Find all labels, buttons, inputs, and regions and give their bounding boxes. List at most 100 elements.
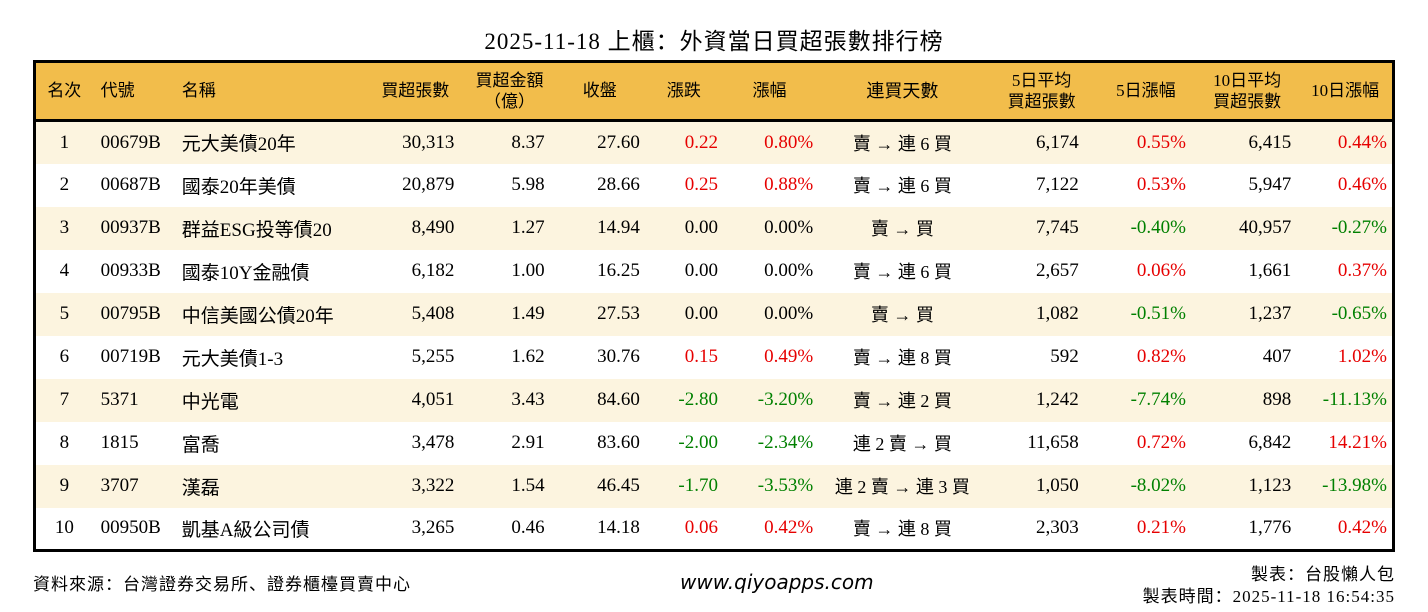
cell-rank: 9 [59,475,70,496]
cell-rank: 4 [59,260,70,281]
cell-streak: 連 2 賣 → 連 3 買 [834,477,970,497]
column-header-rank: 名次 [34,61,93,122]
column-header-label: 5日平均 [1011,70,1072,90]
cell-pct10: -13.98% [1322,475,1387,496]
table-row: 9 3707 漢磊 3,322 1.54 46.45 -1.70 -3.53% 連 2 賣 → … [34,464,1394,508]
cell-code: 5371 [100,389,139,410]
cell-amount: 1.49 [511,303,545,324]
cell-code: 00679B [100,131,161,153]
column-header-label: 買超張數 [381,81,450,101]
cell-amount: 1.27 [511,217,545,238]
cell-change_pct: 0.49% [764,346,814,367]
cell-avg10: 6,842 [1248,432,1292,453]
cell-amount: 0.46 [511,517,545,539]
cell-pct5: -8.02% [1130,475,1186,496]
cell-avg5: 1,082 [1036,303,1079,324]
column-header-label: （億） [484,92,536,111]
cell-pct10: -0.65% [1331,303,1387,324]
cell-avg5: 6,174 [1036,131,1079,153]
column-header-label: 名稱 [181,81,216,101]
page-title: 2025-11-18 上櫃：外資當日買超張數排行榜 [484,29,944,54]
cell-pct10: 0.46% [1337,174,1387,195]
column-header-label: 名次 [47,81,82,101]
cell-pct10: 0.37% [1337,260,1387,281]
cell-rank: 6 [59,346,70,367]
cell-amount: 1.54 [511,475,545,496]
cell-avg10: 6,415 [1248,131,1292,153]
credit-block: 製表：台股懶人包 製表時間：2025-11-18 16:54:35 [1143,564,1395,608]
column-header-label: 10日漲幅 [1311,81,1380,101]
column-header-label: 10日平均 [1213,70,1282,90]
cell-pct10: 0.44% [1337,131,1387,153]
column-header-amount: 買超金額 （億） [465,61,554,122]
cell-name: 群益ESG投等債20 [181,219,332,241]
cell-close: 14.18 [597,517,640,539]
cell-shares: 3,265 [411,517,455,539]
cell-change: 0.00 [684,260,718,281]
table-header-row: 名次 代號 名稱 買超張數 買超金額 （億） 收盤 漲跌 漲幅 連買天數 5日平均 買超張數 5日漲幅 1… [34,61,1394,122]
cell-name: 元大美債1-3 [181,348,284,370]
cell-close: 30.76 [597,346,640,367]
cell-pct5: 0.53% [1136,174,1186,195]
cell-rank: 5 [59,303,70,324]
table-row: 3 00937B 群益ESG投等債20 8,490 1.27 14.94 0.00 0.00%… [34,206,1394,250]
cell-pct5: 0.82% [1136,346,1186,367]
cell-avg5: 2,657 [1036,260,1079,281]
cell-change: 0.00 [684,217,718,238]
cell-code: 00933B [100,260,161,281]
column-header-name: 名稱 [174,61,366,122]
cell-amount: 2.91 [511,432,545,453]
table-row: 6 00719B 元大美債1-3 5,255 1.62 30.76 0.15 0.49% 賣 →… [34,335,1394,379]
cell-change: -2.00 [678,432,718,453]
column-header-label: 代號 [100,81,135,101]
column-header-label: 連買天數 [866,80,939,101]
column-header-avg10: 10日平均買超張數 [1196,61,1299,122]
cell-amount: 1.00 [511,260,545,281]
cell-avg10: 898 [1262,389,1292,410]
cell-avg5: 592 [1050,346,1079,367]
column-header-label: 買超張數 [1213,92,1282,111]
cell-code: 3707 [100,475,139,496]
column-header-label: 買超張數 [1007,92,1076,111]
cell-rank: 2 [59,174,70,195]
cell-close: 84.60 [597,389,640,410]
cell-streak: 賣 → 連 6 買 [852,262,952,282]
cell-pct5: 0.55% [1136,131,1186,153]
column-header-label: 漲幅 [752,81,787,101]
column-header-streak: 連買天數 [817,61,988,122]
column-header-shares: 買超張數 [365,61,466,122]
column-header-label: 收盤 [582,81,617,101]
cell-name: 國泰10Y金融債 [181,262,310,284]
cell-shares: 8,490 [411,217,455,238]
cell-amount: 5.98 [511,174,545,195]
cell-code: 1815 [100,432,139,453]
cell-amount: 8.37 [511,131,545,153]
cell-code: 00950B [100,517,161,539]
cell-pct5: -0.40% [1130,217,1186,238]
column-header-change: 漲跌 [645,61,722,122]
cell-name: 中信美國公債20年 [181,305,334,327]
cell-change: 0.15 [684,346,718,367]
data-source-note: 資料來源：台灣證券交易所、證券櫃檯買賣中心 [33,575,411,594]
cell-shares: 5,255 [411,346,455,367]
cell-avg10: 5,947 [1248,174,1292,195]
cell-streak: 賣 → 連 6 買 [852,133,952,154]
cell-change_pct: -2.34% [757,432,814,453]
ranking-table-wrap: 名次 代號 名稱 買超張數 買超金額 （億） 收盤 漲跌 漲幅 連買天數 5日平均 買超張數 5日漲幅 1… [33,60,1395,552]
cell-close: 46.45 [597,475,640,496]
cell-pct5: 0.21% [1136,517,1186,539]
table-row: 10 00950B 凱基A級公司債 3,265 0.46 14.18 0.06 0.42% 賣 … [34,507,1394,551]
column-header-pct5: 5日漲幅 [1095,61,1196,122]
cell-avg5: 1,050 [1036,475,1079,496]
cell-pct5: -0.51% [1130,303,1186,324]
cell-close: 28.66 [597,174,640,195]
cell-name: 漢磊 [181,477,220,499]
cell-avg10: 1,776 [1248,517,1292,539]
cell-name: 凱基A級公司債 [181,519,310,541]
cell-close: 16.25 [597,260,640,281]
website-url: www.qiyoapps.com [679,570,874,594]
column-header-change_pct: 漲幅 [721,61,818,122]
cell-pct10: 0.42% [1337,517,1387,539]
cell-pct10: 14.21% [1328,432,1387,453]
column-header-code: 代號 [92,61,175,122]
